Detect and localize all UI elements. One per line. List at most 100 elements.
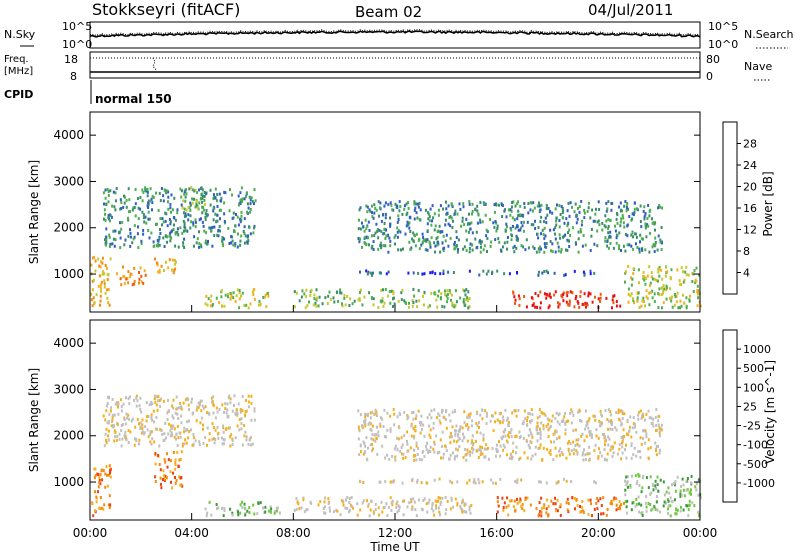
heatmap-cell: [465, 217, 468, 221]
heatmap-cell: [467, 426, 470, 430]
heatmap-cell: [357, 227, 360, 231]
heatmap-cell: [375, 432, 378, 436]
heatmap-cell: [293, 508, 296, 512]
heatmap-cell: [155, 403, 158, 407]
heatmap-cell: [184, 212, 187, 216]
colorbar-tick-label: 8: [743, 245, 750, 258]
heatmap-cell: [654, 242, 657, 246]
heatmap-cell: [132, 237, 135, 241]
heatmap-cell: [218, 407, 221, 411]
heatmap-cell: [239, 503, 242, 507]
heatmap-cell: [252, 288, 255, 291]
heatmap-cell: [632, 416, 635, 420]
heatmap-cell: [463, 302, 466, 306]
heatmap-cell: [522, 436, 525, 440]
heatmap-cell: [645, 476, 648, 480]
heatmap-cell: [231, 409, 234, 413]
heatmap-cell: [171, 433, 174, 437]
heatmap-cell: [429, 207, 432, 211]
heatmap-cell: [140, 280, 143, 284]
heatmap-cell: [455, 236, 458, 239]
heatmap-cell: [428, 413, 431, 417]
heatmap-cell: [476, 209, 479, 213]
heatmap-cell: [439, 421, 442, 425]
heatmap-cell: [358, 453, 361, 456]
heatmap-cell: [113, 435, 116, 438]
heatmap-cell: [611, 421, 613, 424]
heatmap-cell: [637, 413, 640, 417]
heatmap-cell: [217, 431, 220, 435]
heatmap-cell: [584, 453, 587, 457]
heatmap-cell: [695, 488, 698, 492]
heatmap-cell: [408, 501, 411, 505]
heatmap-cell: [631, 474, 633, 478]
heatmap-cell: [593, 507, 596, 511]
heatmap-cell: [429, 445, 432, 449]
heatmap-cell: [196, 191, 199, 194]
heatmap-cell: [232, 211, 235, 215]
heatmap-cell: [472, 443, 474, 447]
heatmap-cell: [579, 290, 582, 294]
heatmap-cell: [243, 241, 246, 245]
heatmap-cell: [627, 485, 629, 489]
heatmap-cell: [213, 234, 216, 237]
heatmap-cell: [665, 286, 668, 290]
heatmap-cell: [609, 410, 612, 413]
heatmap-cell: [429, 271, 432, 275]
heatmap-cell: [152, 244, 155, 248]
heatmap-cell: [574, 202, 577, 206]
heatmap-cell: [302, 496, 305, 500]
heatmap-cell: [193, 436, 196, 440]
heatmap-cell: [502, 506, 505, 509]
heatmap-cell: [243, 502, 246, 506]
heatmap-cell: [558, 435, 561, 439]
heatmap-cell: [561, 452, 564, 456]
heatmap-cell: [518, 430, 521, 434]
heatmap-cell: [410, 424, 413, 428]
heatmap-cell: [539, 433, 542, 437]
heatmap-cell: [161, 217, 164, 221]
heatmap-cell: [383, 408, 386, 412]
heatmap-cell: [452, 271, 455, 274]
heatmap-cell: [248, 225, 250, 229]
heatmap-cell: [465, 510, 468, 514]
heatmap-cell: [243, 232, 246, 236]
heatmap-cell: [529, 431, 532, 435]
heatmap-cell: [469, 511, 472, 515]
heatmap-cell: [342, 499, 345, 503]
heatmap-cell: [503, 445, 506, 449]
heatmap-cell: [442, 234, 445, 238]
heatmap-cell: [676, 268, 679, 272]
heatmap-cell: [666, 270, 669, 274]
heatmap-cell: [185, 229, 187, 233]
heatmap-cell: [383, 506, 386, 509]
heatmap-cell: [440, 230, 443, 234]
heatmap-cell: [543, 226, 546, 230]
heatmap-cell: [365, 243, 368, 247]
heatmap-cell: [426, 481, 429, 485]
heatmap-cell: [212, 209, 215, 213]
heatmap-cell: [596, 244, 599, 248]
heatmap-cell: [462, 436, 465, 440]
heatmap-cell: [653, 221, 656, 224]
heatmap-cell: [642, 415, 645, 419]
heatmap-cell: [640, 416, 643, 420]
heatmap-cell: [212, 395, 215, 399]
heatmap-cell: [478, 481, 481, 485]
heatmap-cell: [545, 481, 548, 485]
heatmap-cell: [123, 282, 126, 285]
heatmap-cell: [369, 427, 372, 431]
heatmap-cell: [247, 234, 249, 238]
heatmap-cell: [589, 269, 592, 273]
heatmap-cell: [363, 422, 366, 426]
heatmap-cell: [667, 504, 670, 508]
heatmap-cell: [561, 293, 563, 297]
heatmap-cell: [177, 465, 180, 468]
heatmap-cell: [204, 405, 207, 409]
heatmap-cell: [639, 240, 641, 244]
heatmap-cell: [412, 410, 415, 414]
heatmap-cell: [517, 209, 520, 213]
heatmap-cell: [483, 244, 486, 248]
heatmap-cell: [429, 435, 432, 439]
heatmap-cell: [193, 197, 195, 201]
